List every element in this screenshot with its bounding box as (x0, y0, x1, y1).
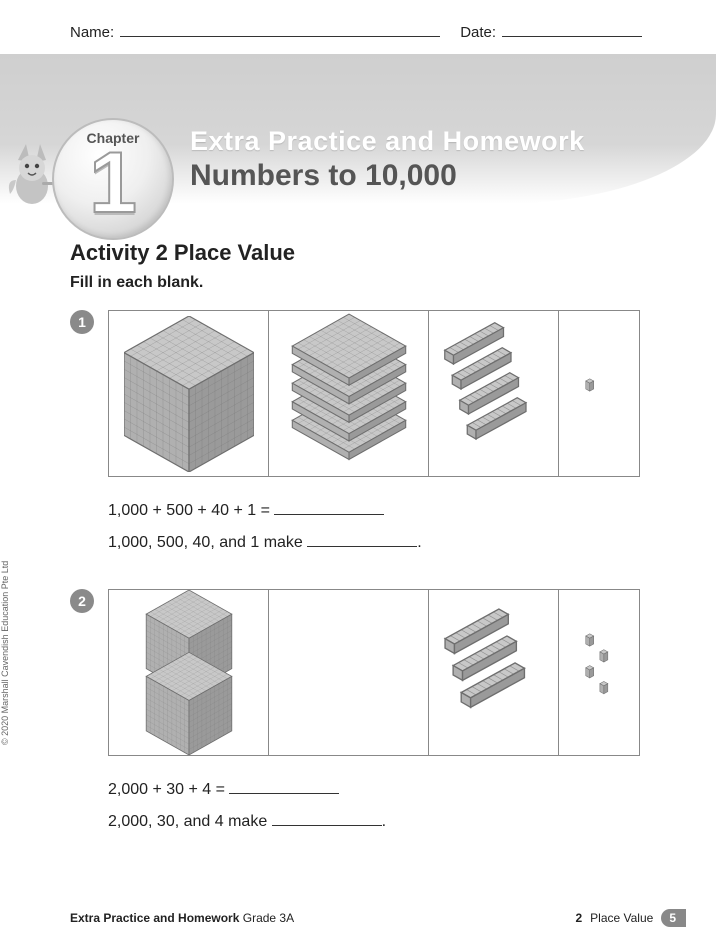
date-label: Date: (460, 24, 496, 41)
header-fields: Name: Date: (70, 22, 676, 41)
problem-1: 1 (70, 310, 676, 559)
chapter-badge: Chapter 1 (52, 118, 174, 240)
chapter-number: 1 (54, 140, 172, 226)
equation-lines: 2,000 + 30 + 4 = 2,000, 30, and 4 make . (108, 774, 676, 838)
date-blank[interactable] (502, 22, 642, 37)
blocks-row (108, 310, 640, 477)
thousands-cell (109, 590, 269, 755)
problem-2: 2 (70, 589, 676, 838)
date-field: Date: (460, 22, 642, 41)
copyright: © 2020 Marshall Cavendish Education Pte … (0, 561, 10, 745)
blocks-row (108, 589, 640, 756)
tens-cell (429, 590, 559, 755)
equation-2: 2,000, 30, and 4 make . (108, 806, 676, 838)
content: Activity 2 Place Value Fill in each blan… (70, 240, 676, 868)
footer-grade-text: Grade 3A (243, 911, 294, 925)
ones-cell (559, 590, 639, 755)
chapter-banner: Chapter 1 Extra Practice and Homework Nu… (0, 54, 716, 204)
name-field: Name: (70, 22, 440, 41)
equation-1: 1,000 + 500 + 40 + 1 = (108, 495, 676, 527)
banner-line1: Extra Practice and Homework (190, 126, 585, 157)
hundreds-cell (269, 311, 429, 476)
answer-blank[interactable] (274, 502, 384, 515)
hundreds-cell (269, 590, 429, 755)
footer: Extra Practice and Homework Grade 3A 2 P… (70, 909, 686, 927)
banner-line2: Numbers to 10,000 (190, 159, 585, 193)
thousands-cell (109, 311, 269, 476)
equation-lines: 1,000 + 500 + 40 + 1 = 1,000, 500, 40, a… (108, 495, 676, 559)
footer-page-num: 5 (661, 909, 686, 927)
answer-blank[interactable] (272, 813, 382, 826)
name-blank[interactable] (120, 22, 440, 37)
footer-book: Extra Practice and Homework (70, 911, 239, 925)
equation-2: 1,000, 500, 40, and 1 make . (108, 527, 676, 559)
banner-titles: Extra Practice and Homework Numbers to 1… (190, 126, 585, 193)
answer-blank[interactable] (307, 534, 417, 547)
equation-1: 2,000 + 30 + 4 = (108, 774, 676, 806)
footer-left: Extra Practice and Homework Grade 3A (70, 911, 294, 925)
problem-number: 1 (70, 310, 94, 334)
footer-section-title: Place Value (590, 911, 653, 925)
activity-title: Activity 2 Place Value (70, 240, 676, 266)
answer-blank[interactable] (229, 781, 339, 794)
instruction: Fill in each blank. (70, 274, 676, 292)
footer-right: 2 Place Value 5 (575, 909, 686, 927)
footer-section-num: 2 (575, 911, 582, 925)
ones-cell (559, 311, 639, 476)
problem-number: 2 (70, 589, 94, 613)
name-label: Name: (70, 24, 114, 41)
tens-cell (429, 311, 559, 476)
